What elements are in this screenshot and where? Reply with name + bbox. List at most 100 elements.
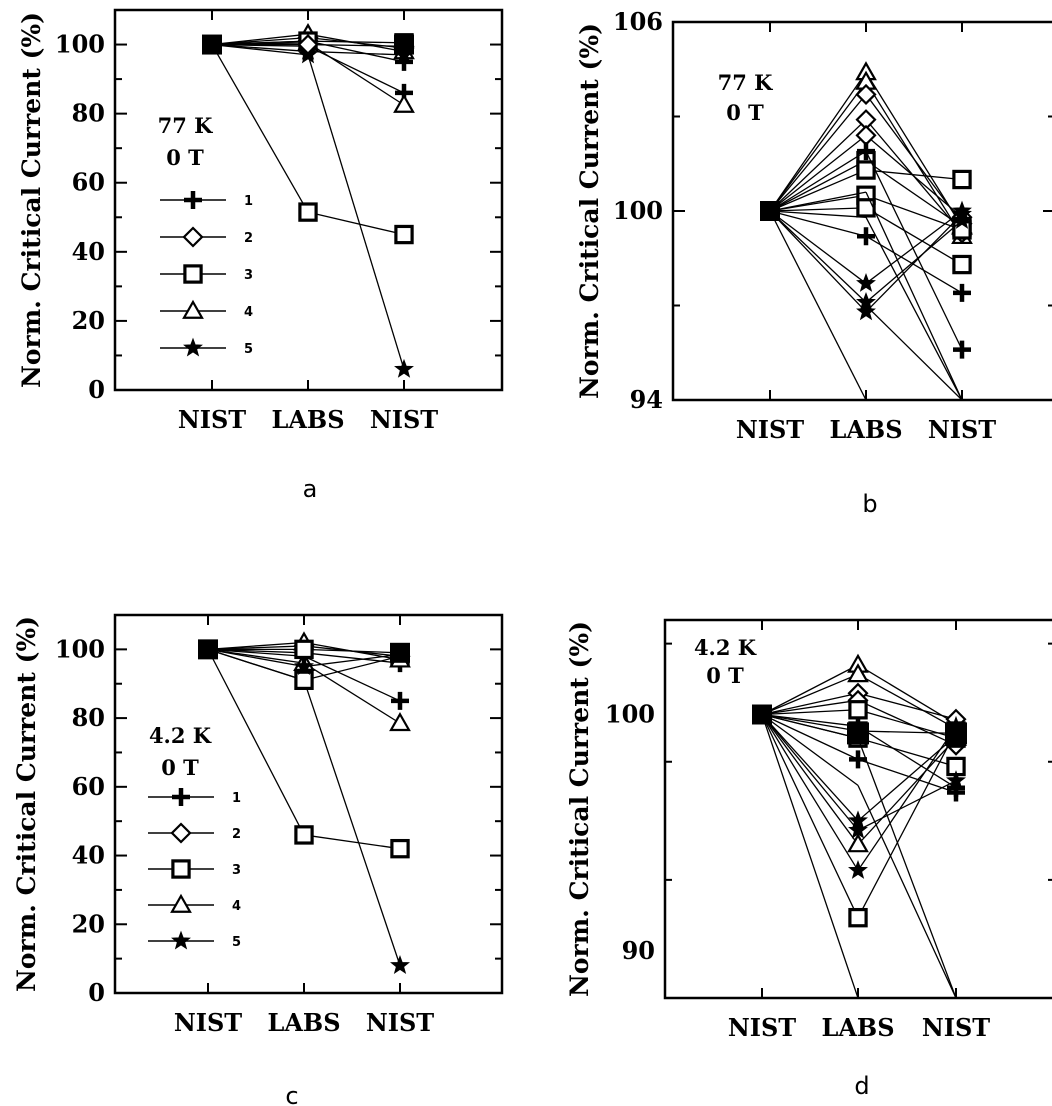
data-point-reference — [752, 704, 772, 725]
x-category-label: NIST — [174, 1008, 242, 1037]
chart-panel-c: 0 20 40 60 80 100 NIST LABS NIST Norm. Critical C… — [12, 613, 504, 1106]
panel-letter: c — [285, 1082, 298, 1106]
legend-entry: 3 — [160, 264, 253, 284]
legend-label: 2 — [244, 231, 253, 246]
series-line — [307, 54, 405, 370]
y-tick-label: 60 — [72, 168, 105, 197]
data-point-triangle — [847, 663, 869, 683]
data-point-square — [294, 639, 314, 660]
series-line — [857, 737, 957, 845]
series-line — [303, 655, 401, 681]
series-line — [761, 714, 859, 871]
y-tick-label: 40 — [72, 841, 105, 870]
series-line — [761, 713, 859, 732]
series-line — [307, 40, 405, 44]
series-line — [857, 737, 957, 998]
data-point-triangle — [847, 833, 869, 853]
plot-frame — [113, 613, 504, 995]
series-line — [865, 219, 963, 303]
series-line — [761, 714, 859, 998]
x-category-label: NIST — [370, 405, 438, 434]
series-line — [303, 834, 401, 850]
data-point-plus — [953, 283, 971, 302]
data-point-reference — [760, 201, 780, 221]
series-line — [857, 730, 957, 735]
series-line — [857, 699, 957, 746]
series-line — [857, 725, 957, 871]
y-tick-label: 20 — [72, 909, 105, 938]
x-category-label: LABS — [271, 405, 344, 434]
series-line — [857, 709, 957, 739]
series-line — [857, 737, 957, 768]
series-line — [857, 785, 957, 998]
plot-area — [752, 653, 967, 998]
legend-marker-plus — [184, 191, 202, 209]
y-tick-label: 100 — [613, 196, 663, 225]
series-line — [769, 94, 867, 212]
series-line — [307, 42, 405, 106]
data-point-reference — [390, 642, 410, 663]
data-point-plus — [849, 750, 867, 769]
data-point-square — [856, 160, 876, 180]
legend-marker-triangle — [182, 299, 204, 319]
series-line — [211, 44, 309, 213]
legend-label: 3 — [232, 863, 241, 878]
series-line — [769, 210, 867, 218]
data-point-plus — [391, 691, 409, 710]
x-category-label: NIST — [736, 415, 804, 444]
series-line — [761, 692, 859, 716]
series-line — [761, 673, 859, 716]
y-tick-label: 100 — [55, 634, 105, 663]
legend-marker-diamond — [182, 226, 204, 248]
series-line — [769, 81, 867, 212]
y-tick-label: 80 — [72, 703, 105, 732]
data-point-square — [856, 198, 876, 218]
panel-letter: d — [854, 1072, 869, 1100]
legend-marker-star — [171, 930, 191, 950]
data-point-square — [298, 202, 318, 222]
series-line — [761, 713, 859, 739]
legend-label: 4 — [232, 899, 241, 914]
legend-entry: 1 — [160, 191, 253, 209]
data-point-square — [394, 224, 414, 245]
chart-panel-a: 0 20 40 60 80 100 NIST LABS NIST Norm. Critical C… — [17, 8, 504, 503]
series-line — [207, 641, 305, 651]
data-point-reference — [945, 722, 967, 745]
series-line — [857, 730, 957, 918]
annotation-text: 0 T — [161, 755, 199, 780]
chart-panel-b: 94 100 106 NIST LABS NIST Norm. Critical Curre… — [575, 7, 1052, 518]
x-category-label: NIST — [922, 1013, 990, 1042]
data-point-star — [394, 358, 414, 378]
y-axis-label: Norm. Critical Current (%) — [575, 23, 604, 399]
series-line — [857, 673, 957, 730]
series-line — [769, 210, 867, 313]
series-line — [865, 134, 963, 218]
data-point-square — [848, 907, 868, 928]
data-point-square — [390, 838, 410, 859]
legend-label: 5 — [232, 935, 241, 950]
series-line — [857, 758, 957, 794]
annotation-text: 0 T — [706, 663, 744, 688]
series-line — [307, 33, 405, 53]
plot-area — [760, 61, 973, 400]
series-line — [857, 780, 957, 831]
series-line — [769, 191, 867, 212]
legend-entry: 1 — [148, 788, 241, 806]
y-tick-label: 94 — [630, 385, 663, 414]
series-line — [769, 210, 867, 400]
data-point-reference — [198, 639, 218, 660]
series-line — [303, 653, 401, 668]
y-tick-label: 106 — [613, 7, 663, 36]
series-line — [769, 210, 867, 284]
series-line — [865, 191, 963, 400]
annotation-text: 4.2 K — [694, 635, 757, 660]
x-category-label: NIST — [928, 415, 996, 444]
series-line — [761, 713, 859, 760]
series-line — [769, 207, 867, 212]
legend-label: 1 — [232, 791, 241, 806]
series-line — [857, 692, 957, 720]
y-tick-label: 100 — [55, 30, 105, 59]
legend-label: 2 — [232, 827, 241, 842]
annotation-text: 77 K — [718, 70, 774, 95]
series-line — [865, 210, 963, 284]
